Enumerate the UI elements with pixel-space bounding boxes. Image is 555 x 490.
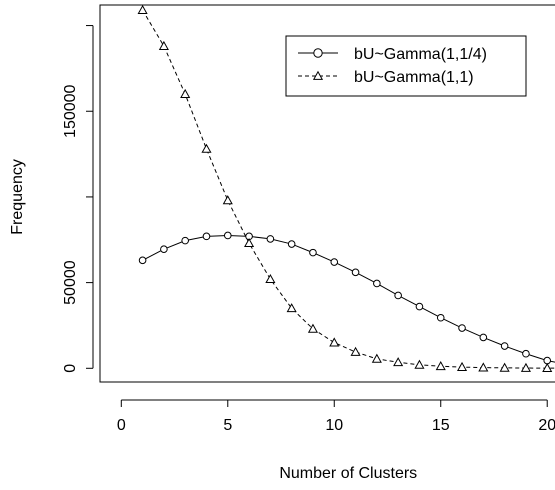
y-axis-label: Frequency [9,159,26,235]
data-point-series-1 [138,256,147,265]
series-line-2 [142,9,555,369]
x-tick-label: 5 [223,417,232,434]
data-point-series-2 [414,359,425,369]
data-point-series-2 [499,362,510,372]
data-point-series-1 [266,235,275,243]
legend-marker-2 [312,70,324,80]
data-point-series-1 [394,291,402,300]
data-point-series-1 [351,268,360,277]
series-line-1 [142,234,555,363]
data-point-series-2 [137,4,148,15]
data-point-series-1 [181,236,189,245]
data-point-series-1 [458,324,466,332]
data-point-series-1 [160,245,168,253]
data-point-series-1 [543,356,552,365]
data-point-series-2 [520,362,531,372]
data-point-series-2 [265,273,276,284]
data-point-series-1 [330,258,339,266]
data-point-series-2 [201,143,212,153]
data-point-series-2 [435,361,446,371]
y-tick-label: 50000 [62,260,79,305]
x-tick-label: 20 [538,417,555,434]
data-point-series-2 [350,346,361,356]
plot-markers [137,4,553,372]
data-point-series-2 [307,323,319,333]
legend-label-1: bU~Gamma(1,1/4) [354,46,487,63]
data-point-series-2 [329,337,340,347]
data-point-series-1 [223,231,232,240]
data-point-series-2 [286,303,297,313]
data-point-series-2 [456,361,468,371]
legend-marker-1 [313,48,323,58]
data-point-series-2 [478,362,489,372]
data-point-series-2 [158,40,169,50]
data-point-series-1 [522,349,530,358]
data-point-series-2 [244,237,255,248]
plot-frame [99,4,555,383]
data-point-series-2 [371,353,382,363]
x-tick-label: 15 [432,417,450,434]
data-point-series-2 [222,195,233,205]
y-tick-label: 150000 [62,84,79,137]
y-axis: 0 50000 150000 [62,25,94,373]
y-tick-label: 0 [62,364,79,373]
data-point-series-1 [373,279,381,288]
legend-box [285,35,527,97]
x-axis: 0 5 10 15 20 [117,399,555,434]
data-point-series-2 [180,88,191,98]
data-point-series-1 [287,240,296,248]
data-point-series-1 [202,232,211,241]
data-point-series-2 [393,357,404,367]
data-point-series-1 [479,333,488,342]
data-point-series-1 [415,302,424,311]
x-tick-label: 10 [325,417,343,434]
data-point-series-1 [309,248,317,257]
x-axis-label: Number of Clusters [279,465,417,482]
data-point-series-1 [500,342,509,350]
x-tick-label: 0 [117,417,126,434]
legend-label-2: bU~Gamma(1,1) [354,69,474,86]
data-point-series-2 [542,362,553,372]
data-point-series-1 [436,313,445,322]
legend: bU~Gamma(1,1/4) bU~Gamma(1,1) [285,35,527,97]
